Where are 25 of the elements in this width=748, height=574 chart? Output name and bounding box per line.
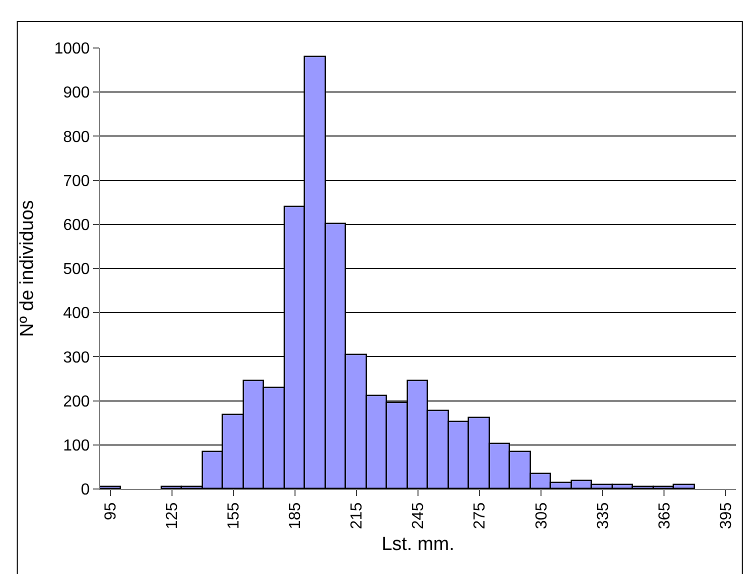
x-tick-label: 395 bbox=[718, 502, 735, 530]
y-axis-title: Nº de individuos bbox=[17, 200, 38, 337]
x-tick-label: 365 bbox=[656, 502, 674, 530]
y-tick-label: 500 bbox=[63, 261, 90, 278]
x-tick-label: 125 bbox=[164, 502, 182, 530]
x-tick-label: 215 bbox=[348, 502, 366, 530]
bar bbox=[100, 486, 121, 489]
y-tick-label: 900 bbox=[63, 84, 90, 102]
y-tick-label: 300 bbox=[63, 349, 90, 366]
y-tick-label: 800 bbox=[63, 128, 90, 146]
x-tick-label: 155 bbox=[226, 502, 243, 530]
x-tick-label: 95 bbox=[102, 502, 120, 520]
x-axis-title: Lst. mm. bbox=[382, 534, 454, 555]
y-tick-label: 700 bbox=[63, 172, 90, 190]
y-tick-label: 1000 bbox=[54, 40, 90, 58]
y-tick-label: 400 bbox=[63, 305, 90, 322]
y-tick-label: 600 bbox=[63, 217, 90, 234]
x-tick-label: 275 bbox=[472, 502, 489, 530]
y-tick-label: 0 bbox=[80, 482, 90, 499]
x-tick-label: 245 bbox=[410, 502, 428, 530]
x-tick-label: 185 bbox=[287, 502, 304, 530]
y-tick-label: 200 bbox=[63, 393, 90, 410]
x-tick-label: 305 bbox=[533, 502, 550, 530]
x-tick-label: 335 bbox=[594, 502, 612, 530]
y-tick-label: 100 bbox=[63, 438, 90, 454]
